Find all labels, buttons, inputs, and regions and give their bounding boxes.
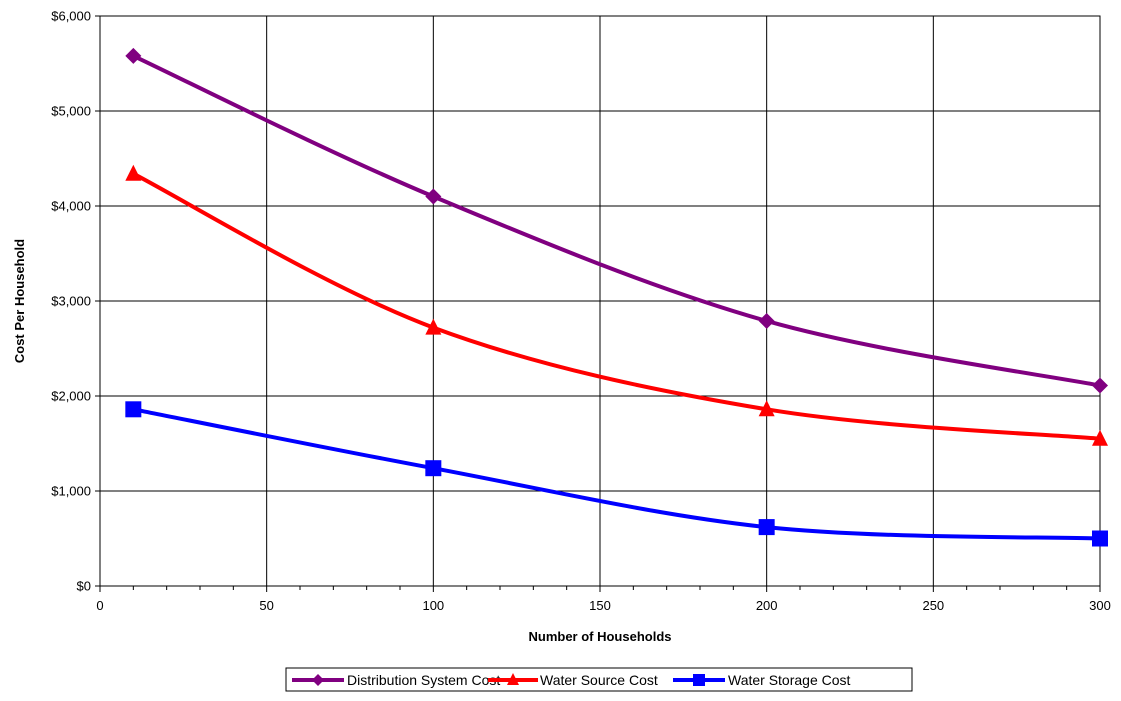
x-tick-label-5: 250 — [922, 598, 944, 613]
data-point-s0-2 — [758, 312, 775, 329]
x-tick-label-6: 300 — [1089, 598, 1111, 613]
data-point-s2-2 — [758, 519, 775, 536]
legend-label-1: Water Source Cost — [540, 672, 658, 688]
x-tick-label-2: 100 — [422, 598, 444, 613]
x-tick-label-0: 0 — [96, 598, 103, 613]
data-point-s1-0 — [125, 164, 142, 181]
x-axis-ticks: 0 50 100 150 200 250 300 — [96, 586, 1111, 613]
series-line-1 — [131, 171, 1102, 441]
legend-box — [285, 667, 913, 692]
y-axis-title: Cost Per Household — [12, 239, 27, 363]
series-line-0 — [131, 53, 1102, 388]
legend-marker-2 — [693, 674, 705, 686]
legend-marker-0 — [312, 674, 324, 686]
data-point-s0-1 — [425, 188, 442, 205]
legend-label-2: Water Storage Cost — [728, 672, 851, 688]
y-axis-ticks: $0 $1,000 $2,000 $3,000 $4,000 $5,000 $6,000 — [51, 9, 100, 594]
x-axis-title: Number of Households — [528, 629, 671, 644]
y-tick-label-3: $3,000 — [51, 294, 91, 309]
series-group — [125, 47, 1108, 547]
data-point-s1-1 — [425, 318, 442, 335]
legend: Distribution System Cost Water Source Cos… — [285, 667, 913, 692]
y-tick-label-4: $4,000 — [51, 199, 91, 214]
series-line-2 — [131, 407, 1102, 541]
data-point-s2-0 — [125, 401, 142, 418]
y-tick-label-1: $1,000 — [51, 484, 91, 499]
y-tick-label-6: $6,000 — [51, 9, 91, 24]
data-point-s0-0 — [125, 47, 142, 64]
data-point-s2-1 — [425, 460, 442, 477]
y-tick-label-2: $2,000 — [51, 389, 91, 404]
x-tick-label-3: 150 — [589, 598, 611, 613]
x-tick-label-4: 200 — [756, 598, 778, 613]
x-tick-label-1: 50 — [259, 598, 273, 613]
y-tick-label-5: $5,000 — [51, 104, 91, 119]
data-point-s0-3 — [1092, 377, 1108, 394]
y-tick-label-0: $0 — [77, 579, 91, 594]
legend-label-0: Distribution System Cost — [347, 672, 500, 688]
data-point-s2-3 — [1092, 530, 1108, 547]
legend-marker-1 — [507, 673, 519, 685]
data-point-s1-3 — [1092, 429, 1108, 446]
data-point-s1-2 — [758, 400, 775, 417]
